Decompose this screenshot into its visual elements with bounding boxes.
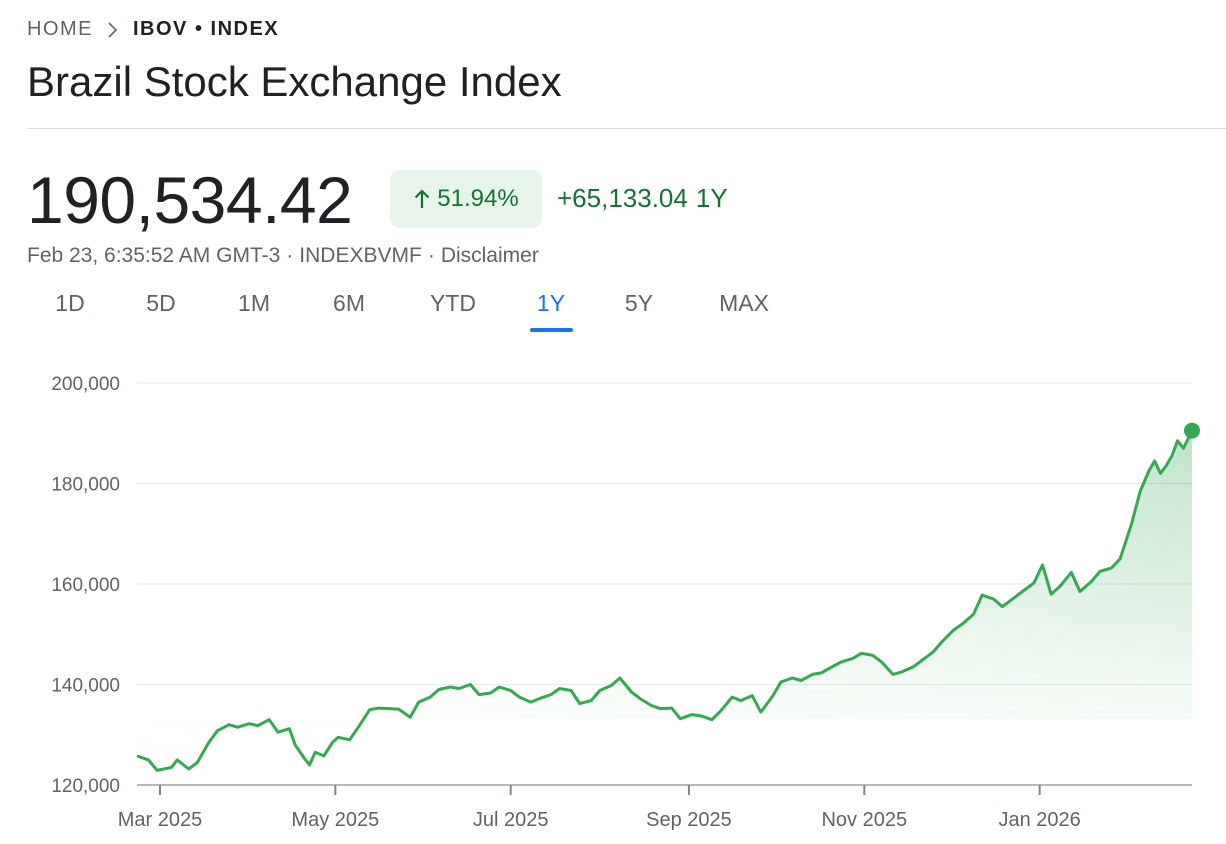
quote-meta: Feb 23, 6:35:52 AM GMT-3 · INDEXBVMF · Discl…	[27, 244, 539, 268]
x-axis: Mar 2025 May 2025 Jul 2025 Sep 2025 Nov 2025…	[118, 785, 1081, 831]
tab-6m[interactable]: 6M	[333, 290, 365, 316]
current-price: 190,534.42	[27, 163, 353, 237]
percent-change-value: 51.94%	[437, 185, 519, 212]
x-tick-label: Nov 2025	[821, 809, 907, 831]
absolute-change: +65,133.04 1Y	[557, 183, 736, 214]
disclaimer-link[interactable]: Disclaimer	[440, 244, 539, 267]
y-axis: 120,000 140,000 160,000 180,000 200,000	[51, 374, 120, 797]
meta-separator: ·	[286, 244, 294, 267]
price-chart[interactable]: 120,000 140,000 160,000 180,000 200,000 Mar …	[0, 360, 1226, 844]
x-tick-label: Sep 2025	[646, 809, 732, 831]
chevron-right-icon	[108, 21, 118, 38]
breadcrumb-home-link[interactable]: HOME	[27, 18, 93, 40]
x-tick-label: Mar 2025	[118, 809, 203, 831]
y-tick-label: 120,000	[51, 776, 120, 797]
tab-max[interactable]: MAX	[719, 290, 769, 316]
y-tick-label: 180,000	[51, 475, 120, 496]
y-tick-label: 160,000	[51, 575, 120, 596]
breadcrumb-current: IBOV • INDEX	[133, 18, 280, 40]
change-value: +65,133.04	[557, 183, 688, 213]
x-tick-label: May 2025	[291, 809, 379, 831]
change-period: 1Y	[695, 183, 728, 213]
latest-price-marker	[1184, 422, 1200, 439]
tab-1d[interactable]: 1D	[55, 290, 85, 316]
x-tick-label: Jan 2026	[998, 809, 1080, 831]
time-range-tabs: 1D 5D 1M 6M YTD 1Y 5Y MAX	[0, 290, 800, 334]
x-tick-label: Jul 2025	[473, 809, 549, 831]
tab-5d[interactable]: 5D	[146, 290, 176, 316]
active-tab-indicator	[530, 328, 573, 332]
tab-ytd[interactable]: YTD	[430, 290, 476, 316]
meta-separator: ·	[427, 244, 435, 267]
breadcrumb: HOME IBOV • INDEX	[27, 18, 279, 41]
timestamp: Feb 23, 6:35:52 AM GMT-3	[27, 244, 281, 267]
tab-1m[interactable]: 1M	[238, 290, 270, 316]
y-tick-label: 140,000	[51, 676, 120, 697]
tab-5y[interactable]: 5Y	[624, 290, 654, 316]
arrow-up-icon	[415, 189, 430, 208]
price-line	[136, 429, 1194, 772]
page-title: Brazil Stock Exchange Index	[27, 58, 562, 105]
price-area-fill	[137, 430, 1192, 771]
header-divider	[27, 128, 1226, 129]
tab-1y[interactable]: 1Y	[536, 290, 566, 316]
exchange-code: INDEXBVMF	[299, 244, 422, 267]
percent-change-badge: 51.94%	[390, 170, 542, 228]
y-tick-label: 200,000	[51, 374, 120, 395]
